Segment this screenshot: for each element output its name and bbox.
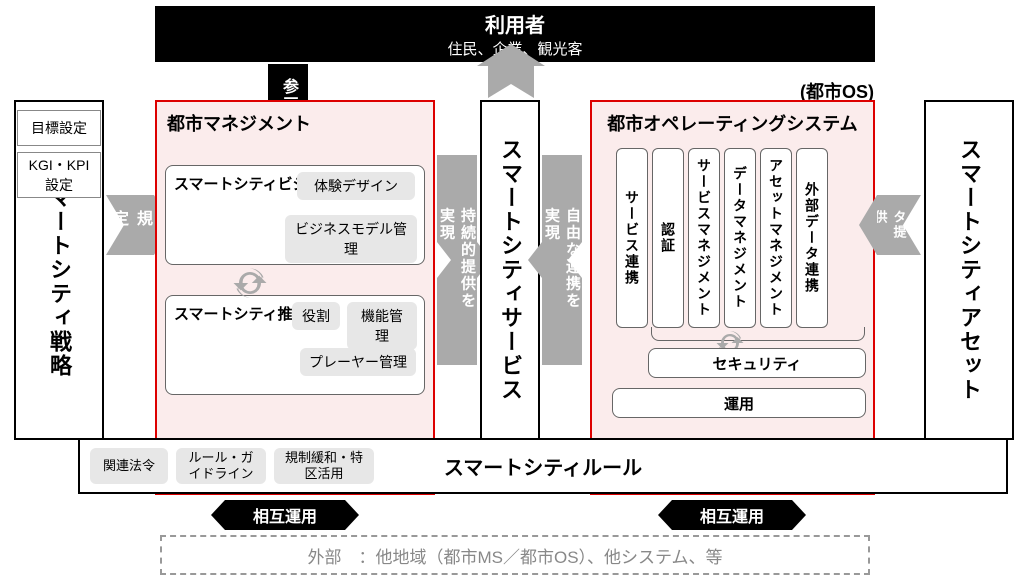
arrow-keizoku-label: 持続的提供を実現 <box>436 208 478 313</box>
rule-chip-law: 関連法令 <box>90 448 168 484</box>
arrow-data: データ提供 <box>877 195 921 255</box>
os-col-ext-data: 外部データ連携 <box>796 148 828 328</box>
arrow-jiyuu: 自由な連携を実現 <box>542 155 582 365</box>
os-col-service-link: サービス連携 <box>616 148 648 328</box>
os-col-auth: 認証 <box>652 148 684 328</box>
external-box: 外部 ：他地域（都市MS／都市OS）、他システム、等 <box>160 535 870 575</box>
strategy-sub-kpi: KGI・KPI設定 <box>17 152 101 198</box>
os-col-data-mgmt: データマネジメント <box>724 148 756 328</box>
chip-experience-design: 体験デザイン <box>297 172 415 200</box>
os-ops: 運用 <box>612 388 866 418</box>
asset-box: スマートシティアセット <box>924 100 1014 440</box>
arrow-kitei: 規定 <box>106 195 154 255</box>
rule-chip-guideline: ルール・ガイドライン <box>176 448 266 484</box>
asset-title: スマートシティアセット <box>953 138 985 402</box>
mgmt-title: 都市マネジメント <box>167 110 423 136</box>
chip-function: 機能管理 <box>347 302 417 350</box>
chip-role: 役割 <box>292 302 340 330</box>
banner-title: 利用者 <box>155 9 875 38</box>
arrow-data-label: データ提供 <box>871 210 928 240</box>
os-title: 都市オペレーティングシステム <box>602 110 863 136</box>
strategy-box: スマートシティ戦略 <box>14 100 104 440</box>
chip-player: プレーヤー管理 <box>300 348 416 376</box>
rule-chip-deregulation: 規制緩和・特区活用 <box>274 448 374 484</box>
os-bracket <box>651 327 865 341</box>
cycle-icon <box>228 261 272 305</box>
os-security: セキュリティ <box>648 348 866 378</box>
arrow-keizoku: 持続的提供を実現 <box>437 155 477 365</box>
chip-business-model: ビジネスモデル管理 <box>285 215 417 263</box>
interop-right: 相互運用 <box>672 500 792 530</box>
arrow-kitei-label: 規定 <box>106 210 154 240</box>
arrow-up-icon <box>488 64 534 98</box>
strategy-sub-goal: 目標設定 <box>17 110 101 146</box>
os-col-service-mgmt: サービスマネジメント <box>688 148 720 328</box>
rule-title: スマートシティルール <box>444 452 642 481</box>
arrow-jiyuu-label: 自由な連携を実現 <box>541 208 583 313</box>
service-title: スマートシティサービス <box>494 138 526 402</box>
os-col-asset-mgmt: アセットマネジメント <box>760 148 792 328</box>
interop-left: 相互運用 <box>225 500 345 530</box>
